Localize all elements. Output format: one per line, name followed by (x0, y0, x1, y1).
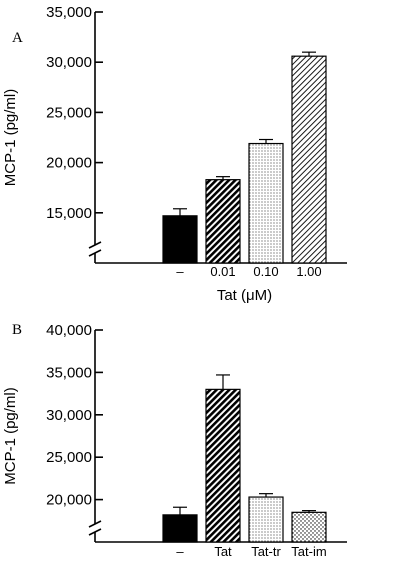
x-tick-label: 0.10 (253, 264, 278, 279)
x-tick-label: 0.01 (210, 264, 235, 279)
y-axis-label: MCP-1 (pg/ml) (2, 89, 19, 187)
axis-break-mark (88, 241, 102, 249)
bar (291, 511, 327, 543)
x-tick-label: – (176, 264, 184, 279)
y-axis-label: MCP-1 (pg/ml) (2, 387, 19, 485)
y-tick-label: 30,000 (46, 54, 92, 71)
y-tick-label: 35,000 (46, 4, 92, 21)
y-tick-label: 20,000 (46, 155, 92, 172)
axis-break-mark (88, 249, 102, 257)
bar (248, 142, 284, 264)
y-tick-label: 20,000 (46, 492, 92, 509)
bar (205, 179, 241, 264)
panel-letter: B (12, 322, 22, 338)
y-tick-label: 25,000 (46, 449, 92, 466)
bar (162, 215, 198, 264)
x-tick-label: 1.00 (296, 264, 321, 279)
axis-break-mark (88, 520, 102, 528)
y-tick-label: 35,000 (46, 364, 92, 381)
y-tick-label: 40,000 (46, 322, 92, 339)
x-tick-label: Tat-tr (251, 544, 281, 559)
x-tick-label: Tat (214, 544, 232, 559)
panel-b: B 20,000 25,000 30,000 35,000 40,000 MCP-1 (pg… (2, 322, 347, 559)
y-tick-label: 25,000 (46, 104, 92, 121)
x-axis-label: Tat (μM) (217, 287, 272, 304)
bar (162, 514, 198, 543)
bar (248, 496, 284, 543)
y-tick-label: 30,000 (46, 407, 92, 424)
panel-a: A 15,000 20,000 25,000 30,000 35,000 MCP-1 (pg… (2, 4, 347, 304)
axis-break-mark (88, 528, 102, 536)
x-tick-label: Tat-im (291, 544, 326, 559)
y-tick-label: 15,000 (46, 205, 92, 222)
bar (291, 55, 327, 264)
bar (205, 388, 241, 543)
panel-letter: A (12, 30, 23, 46)
x-tick-label: – (176, 544, 184, 559)
